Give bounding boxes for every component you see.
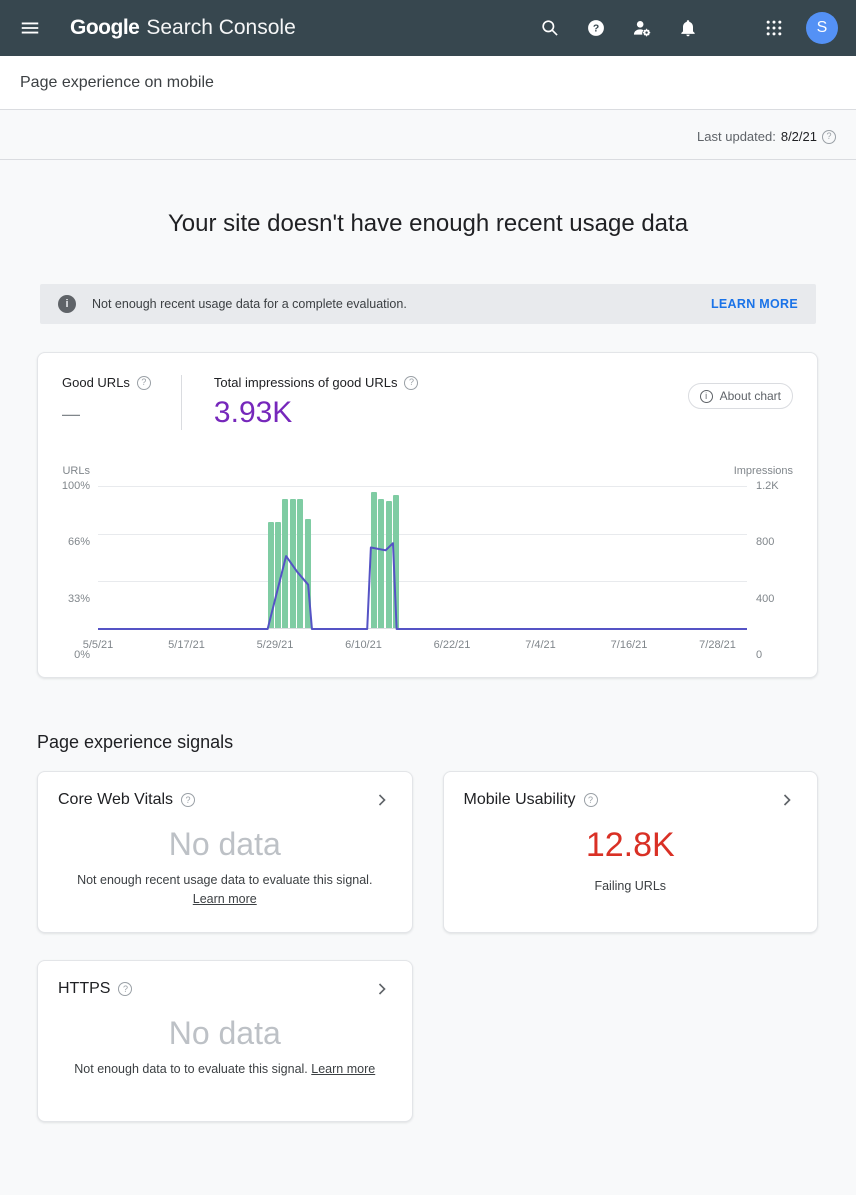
app-header: Google Search Console ? xyxy=(0,0,856,56)
good-urls-metric: Good URLs — xyxy=(62,375,151,430)
x-axis-tick-label: 7/4/21 xyxy=(525,639,556,651)
learn-more-link[interactable]: Learn more xyxy=(192,892,257,907)
logo-product-name: Search Console xyxy=(146,16,296,39)
x-axis-tick-label: 5/29/21 xyxy=(256,639,294,651)
impressions-metric: Total impressions of good URLs 3.93K xyxy=(214,375,419,430)
axis-tick-label: 1.2K xyxy=(756,480,779,492)
card-title: Mobile Usability xyxy=(463,791,576,808)
impressions-value: 3.93K xyxy=(213,396,293,429)
app-logo[interactable]: Google Search Console xyxy=(70,16,296,40)
last-updated-label: Last updated: xyxy=(697,129,776,144)
info-icon xyxy=(699,389,713,403)
chart-card: Good URLs — Total impressions of good UR… xyxy=(37,352,818,678)
card-value: No data xyxy=(168,826,281,862)
subheader: Page experience on mobile xyxy=(0,56,856,110)
help-icon[interactable] xyxy=(181,793,196,807)
y-axis-left: URLs 100% 66% 33% 0% xyxy=(62,465,98,661)
axis-tick-label: 800 xyxy=(756,536,775,549)
x-axis-tick-label: 5/17/21 xyxy=(168,639,205,651)
good-urls-label: Good URLs xyxy=(62,375,130,390)
help-icon[interactable] xyxy=(822,129,836,144)
chart-bar xyxy=(304,518,311,628)
card-title: Core Web Vitals xyxy=(58,791,174,808)
impressions-label: Total impressions of good URLs xyxy=(213,375,398,390)
card-description: Not enough recent usage data to evaluate… xyxy=(58,871,392,910)
divider xyxy=(180,375,182,430)
chart-bar xyxy=(297,499,304,628)
card-description-text: Not enough recent usage data to evaluate… xyxy=(77,873,373,887)
plot-area xyxy=(98,486,747,629)
hero-title: Your site doesn't have enough recent usa… xyxy=(167,210,689,237)
axis-tick-label: 100% xyxy=(61,480,90,492)
x-axis-tick-label: 6/10/21 xyxy=(345,639,382,651)
x-axis-tick-label: 5/5/21 xyxy=(82,639,114,651)
chevron-right-icon[interactable] xyxy=(372,979,392,999)
card-description: Not enough data to to evaluate this sign… xyxy=(58,1060,392,1079)
chart-bar xyxy=(393,495,400,628)
card-value: 12.8K xyxy=(585,826,675,864)
last-updated-value: 8/2/21 xyxy=(780,129,817,144)
card-title: HTTPS xyxy=(58,980,111,997)
y-axis-right-title: Impressions xyxy=(733,465,793,477)
axis-tick-label: 400 xyxy=(756,592,775,605)
bars-layer xyxy=(98,486,747,629)
y-axis-left-title: URLs xyxy=(62,465,90,477)
good-urls-value: — xyxy=(62,404,80,424)
x-axis-tick-label: 7/28/21 xyxy=(699,639,736,651)
about-chart-button[interactable]: About chart xyxy=(687,383,793,409)
gridline xyxy=(98,486,747,487)
chart-bar xyxy=(275,521,282,628)
card-mobile-usability[interactable]: Mobile Usability 12.8K Failing URLs xyxy=(442,771,818,933)
chart[interactable]: URLs 100% 66% 33% 0% 5/5/21 5/17/21 5/29/21 6/… xyxy=(62,465,793,661)
trend-line xyxy=(98,543,747,629)
help-circle-icon[interactable]: ? xyxy=(582,14,610,42)
learn-more-button[interactable]: LEARN MORE xyxy=(710,297,798,311)
axis-tick-label: 66% xyxy=(67,536,90,549)
info-icon xyxy=(58,295,76,313)
help-icon[interactable] xyxy=(118,982,133,996)
notifications-bell-icon[interactable] xyxy=(674,14,702,42)
card-value: No data xyxy=(168,1015,281,1051)
help-icon[interactable] xyxy=(136,375,151,390)
chart-bar xyxy=(282,499,289,628)
avatar[interactable]: S xyxy=(806,12,838,44)
card-description: Failing URLs xyxy=(464,877,798,896)
search-icon[interactable] xyxy=(536,14,564,42)
apps-grid-icon[interactable] xyxy=(760,14,788,42)
account-settings-icon[interactable] xyxy=(628,14,656,42)
card-core-web-vitals[interactable]: Core Web Vitals No data Not enough recen… xyxy=(37,771,413,933)
x-axis-tick-label: 7/16/21 xyxy=(610,639,648,651)
card-description-text: Not enough data to to evaluate this sign… xyxy=(74,1062,308,1076)
alert-banner: Not enough recent usage data for a compl… xyxy=(40,284,816,324)
card-description-text: Failing URLs xyxy=(594,879,667,893)
chart-bar xyxy=(289,499,296,628)
x-axis: 5/5/21 5/17/21 5/29/21 6/10/21 6/22/21 7/4/21… xyxy=(83,639,747,655)
axis-tick-label: 0 xyxy=(756,649,763,661)
axis-tick-label: 0% xyxy=(74,649,90,661)
page-title: Page experience on mobile xyxy=(20,74,214,91)
chart-bar xyxy=(385,501,392,628)
x-axis-tick-label: 6/22/21 xyxy=(433,639,471,651)
svg-text:?: ? xyxy=(593,24,599,35)
logo-google: Google xyxy=(70,16,140,39)
help-icon[interactable] xyxy=(404,375,419,390)
chart-bar xyxy=(267,521,274,628)
y-axis-right: Impressions 1.2K 800 400 0 xyxy=(734,465,793,661)
about-chart-label: About chart xyxy=(719,389,781,403)
chevron-right-icon[interactable] xyxy=(372,790,392,810)
gridline xyxy=(98,533,747,535)
learn-more-link[interactable]: Learn more xyxy=(311,1062,376,1076)
chevron-right-icon[interactable] xyxy=(777,790,797,810)
axis-tick-label: 33% xyxy=(67,592,90,605)
last-updated-row: Last updated: 8/2/21 xyxy=(0,110,856,160)
chart-bar xyxy=(378,499,385,628)
help-icon[interactable] xyxy=(583,793,598,807)
chart-bar xyxy=(370,492,377,628)
alert-message: Not enough recent usage data for a compl… xyxy=(92,297,407,311)
gridline xyxy=(98,581,747,583)
card-https[interactable]: HTTPS No data Not enough data to to eval… xyxy=(37,960,413,1122)
signals-section-title: Page experience signals xyxy=(37,732,234,752)
menu-icon[interactable] xyxy=(16,14,44,42)
trend-line-layer xyxy=(98,486,747,629)
